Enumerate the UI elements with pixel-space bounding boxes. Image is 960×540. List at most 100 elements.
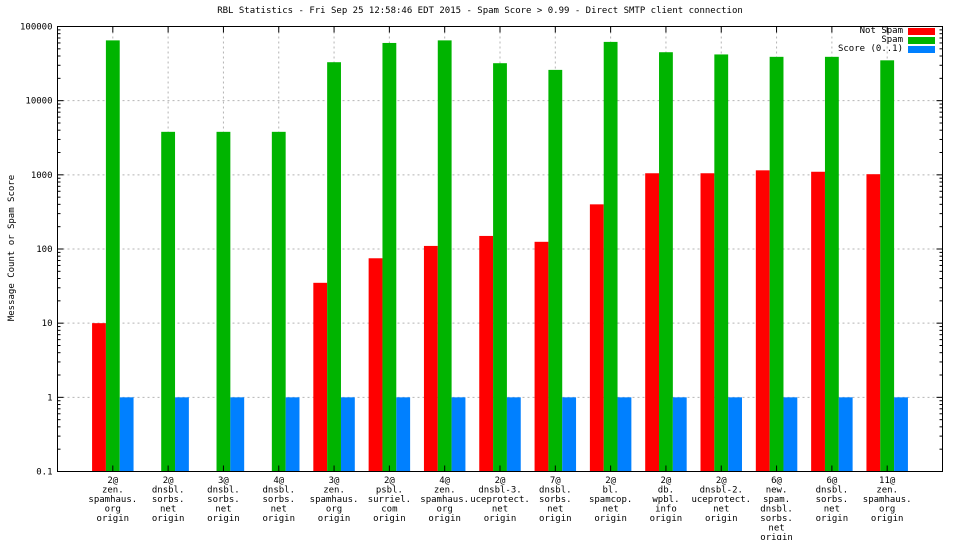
x-tick-label: net — [713, 505, 729, 515]
y-tick-label: 10000 — [25, 97, 52, 107]
x-tick-label: origin — [152, 514, 185, 524]
bar-spam — [714, 54, 729, 472]
bar-spam — [271, 131, 286, 472]
x-tick-label: net — [160, 505, 176, 515]
x-tick-label: dnsbl-2. — [700, 486, 743, 496]
x-tick-label: spamhaus. — [863, 495, 912, 505]
x-tick-label: 2@ — [605, 476, 616, 486]
x-tick-label: spamcop. — [589, 495, 632, 505]
x-tick-label: net — [602, 505, 618, 515]
x-tick-label: 2@ — [716, 476, 727, 486]
bar-spam — [824, 56, 839, 472]
x-tick-label: db. — [658, 486, 674, 496]
bar-score-0-1 — [119, 397, 134, 472]
bar-score-0-1 — [451, 397, 466, 472]
bar-spam — [105, 40, 120, 472]
x-tick-label: origin — [705, 514, 738, 524]
x-tick-label: 6@ — [826, 476, 837, 486]
y-tick-label: 1 — [47, 393, 52, 403]
bar-score-0-1 — [838, 397, 853, 472]
bar-score-0-1 — [783, 397, 798, 472]
x-tick-label: sorbs. — [539, 495, 572, 505]
x-tick-label: sorbs. — [760, 514, 793, 524]
x-tick-label: dnsbl-3. — [478, 486, 521, 496]
x-tick-label: uceprotect. — [470, 495, 530, 505]
x-tick-label: spamhaus. — [420, 495, 469, 505]
x-tick-label: sorbs. — [207, 495, 240, 505]
x-tick-label: origin — [207, 514, 240, 524]
y-tick-label: 100 — [36, 245, 52, 255]
bar-not-spam — [700, 173, 715, 472]
x-tick-label: 2@ — [661, 476, 672, 486]
x-tick-label: net — [215, 505, 231, 515]
x-tick-label: origin — [262, 514, 295, 524]
x-tick-label: sorbs. — [262, 495, 295, 505]
x-tick-label: 6@ — [771, 476, 782, 486]
bar-spam — [216, 131, 231, 472]
y-tick-label: 100000 — [20, 23, 53, 33]
y-tick-label: 0.1 — [36, 468, 52, 478]
bar-score-0-1 — [230, 397, 245, 472]
x-tick-label: origin — [760, 533, 793, 540]
x-tick-label: com — [381, 505, 397, 515]
bar-spam — [161, 131, 176, 472]
x-tick-label: origin — [539, 514, 572, 524]
x-tick-label: org — [326, 505, 342, 515]
x-tick-label: dnsbl. — [262, 486, 295, 496]
x-tick-label: net — [271, 505, 287, 515]
legend-item-spam: Spam — [881, 35, 935, 45]
legend-label-not-spam: Not Spam — [859, 26, 903, 36]
x-tick-label: 2@ — [495, 476, 506, 486]
x-tick-label: dnsbl. — [207, 486, 240, 496]
x-tick-label: origin — [594, 514, 627, 524]
chart-title: RBL Statistics - Fri Sep 25 12:58:46 EDT… — [217, 6, 743, 16]
bar-not-spam — [866, 174, 881, 472]
bar-score-0-1 — [672, 397, 687, 472]
x-tick-label: bl. — [602, 486, 618, 496]
bar-spam — [327, 62, 341, 472]
x-tick-label: 2@ — [384, 476, 395, 486]
x-tick-label: spamhaus. — [310, 495, 359, 505]
x-tick-label: net — [824, 505, 840, 515]
bar-not-spam — [755, 170, 770, 472]
legend-label-score: Score (0..1) — [837, 44, 903, 54]
legend-item-not-spam: Not Spam — [859, 26, 935, 36]
bar-score-0-1 — [285, 397, 300, 472]
x-tick-label: origin — [871, 514, 904, 524]
legend-label-spam: Spam — [881, 35, 903, 45]
x-tick-label: org — [105, 505, 121, 515]
bar-not-spam — [479, 235, 494, 472]
x-tick-label: zen. — [102, 486, 124, 496]
x-tick-label: zen. — [434, 486, 456, 496]
bar-score-0-1 — [617, 397, 632, 472]
x-tick-label: net — [547, 505, 563, 515]
x-tick-label: sorbs. — [152, 495, 185, 505]
bar-not-spam — [423, 245, 438, 472]
bar-spam — [437, 40, 452, 472]
x-tick-label: 3@ — [218, 476, 229, 486]
bar-spam — [880, 60, 895, 472]
x-tick-label: psbl. — [376, 486, 403, 496]
x-tick-label: net — [768, 524, 784, 534]
x-tick-label: origin — [97, 514, 130, 524]
x-tick-label: dnsbl. — [816, 486, 849, 496]
legend-swatch-not-spam-icon — [908, 27, 935, 35]
bar-spam — [603, 41, 618, 472]
legend-item-score: Score (0..1) — [837, 44, 935, 54]
legend-swatch-score-icon — [908, 45, 935, 53]
y-tick-label: 10 — [42, 319, 53, 329]
x-tick-label: origin — [373, 514, 406, 524]
x-tick-label: origin — [318, 514, 351, 524]
x-tick-label: 3@ — [329, 476, 340, 486]
x-tick-label: info — [655, 505, 677, 515]
x-tick-label: origin — [650, 514, 683, 524]
x-tick-label: dnsbl. — [760, 505, 793, 515]
x-tick-label: 4@ — [439, 476, 450, 486]
bar-not-spam — [589, 204, 604, 472]
bar-score-0-1 — [728, 397, 742, 472]
x-tick-label: wpbl. — [652, 495, 679, 505]
x-tick-label: dnsbl. — [152, 486, 185, 496]
bar-score-0-1 — [894, 397, 908, 472]
x-tick-label: spamhaus. — [88, 495, 137, 505]
